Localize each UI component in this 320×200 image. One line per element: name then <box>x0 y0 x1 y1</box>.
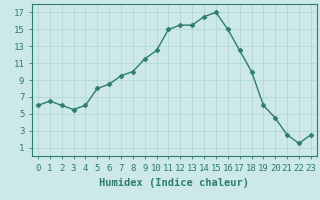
X-axis label: Humidex (Indice chaleur): Humidex (Indice chaleur) <box>100 178 249 188</box>
